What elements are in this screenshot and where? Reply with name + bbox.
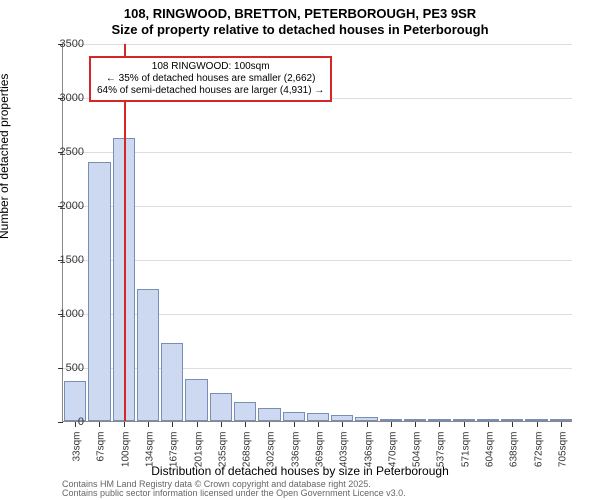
annotation-line: ← 35% of detached houses are smaller (2,… — [97, 73, 324, 85]
x-tick-mark — [561, 422, 562, 427]
bar — [501, 419, 523, 421]
y-tick-label: 2500 — [44, 146, 84, 158]
y-tick-label: 2000 — [44, 200, 84, 212]
bar — [64, 381, 86, 421]
bar — [88, 162, 110, 421]
x-tick-mark — [391, 422, 392, 427]
x-tick-mark — [197, 422, 198, 427]
y-axis-label: Number of detached properties — [0, 74, 11, 239]
y-tick-label: 3000 — [44, 92, 84, 104]
footer-attribution: Contains HM Land Registry data © Crown c… — [62, 480, 406, 498]
annotation-line: 64% of semi-detached houses are larger (… — [97, 85, 324, 97]
bar — [525, 419, 547, 421]
gridline — [63, 206, 572, 207]
gridline — [63, 44, 572, 45]
y-tick-label: 3500 — [44, 38, 84, 50]
x-tick-mark — [172, 422, 173, 427]
x-tick-mark — [537, 422, 538, 427]
x-tick-mark — [269, 422, 270, 427]
x-tick-mark — [124, 422, 125, 427]
bar — [331, 415, 353, 421]
bar — [161, 343, 183, 421]
bar — [453, 419, 475, 421]
x-tick-mark — [342, 422, 343, 427]
x-tick-mark — [148, 422, 149, 427]
bar — [307, 413, 329, 421]
annotation-line: 108 RINGWOOD: 100sqm — [97, 61, 324, 73]
x-tick-mark — [99, 422, 100, 427]
x-tick-mark — [464, 422, 465, 427]
bar — [283, 412, 305, 421]
bar — [550, 419, 572, 421]
y-tick-label: 1500 — [44, 254, 84, 266]
gridline — [63, 152, 572, 153]
y-tick-label: 500 — [44, 362, 84, 374]
bar — [185, 379, 207, 421]
x-tick-mark — [245, 422, 246, 427]
x-tick-mark — [415, 422, 416, 427]
y-tick-label: 0 — [44, 416, 84, 428]
bar — [210, 393, 232, 421]
x-tick-mark — [318, 422, 319, 427]
bar — [137, 289, 159, 421]
bar — [355, 417, 377, 421]
x-tick-mark — [367, 422, 368, 427]
x-tick-mark — [512, 422, 513, 427]
bar — [380, 419, 402, 421]
x-tick-mark — [221, 422, 222, 427]
bar — [258, 408, 280, 421]
bar — [477, 419, 499, 421]
annotation-box: 108 RINGWOOD: 100sqm← 35% of detached ho… — [89, 56, 332, 102]
gridline — [63, 260, 572, 261]
x-tick-mark — [294, 422, 295, 427]
plot-area: 33sqm67sqm100sqm134sqm167sqm201sqm235sqm… — [62, 44, 572, 422]
y-tick-label: 1000 — [44, 308, 84, 320]
x-axis-label: Distribution of detached houses by size … — [0, 464, 600, 478]
chart-container: 108, RINGWOOD, BRETTON, PETERBOROUGH, PE… — [0, 0, 600, 500]
x-tick-mark — [439, 422, 440, 427]
footer-line-2: Contains public sector information licen… — [62, 489, 406, 498]
bar — [428, 419, 450, 421]
bar — [404, 419, 426, 421]
chart-title-sub: Size of property relative to detached ho… — [0, 22, 600, 38]
chart-title-main: 108, RINGWOOD, BRETTON, PETERBOROUGH, PE… — [0, 0, 600, 22]
bar — [234, 402, 256, 421]
x-tick-mark — [488, 422, 489, 427]
